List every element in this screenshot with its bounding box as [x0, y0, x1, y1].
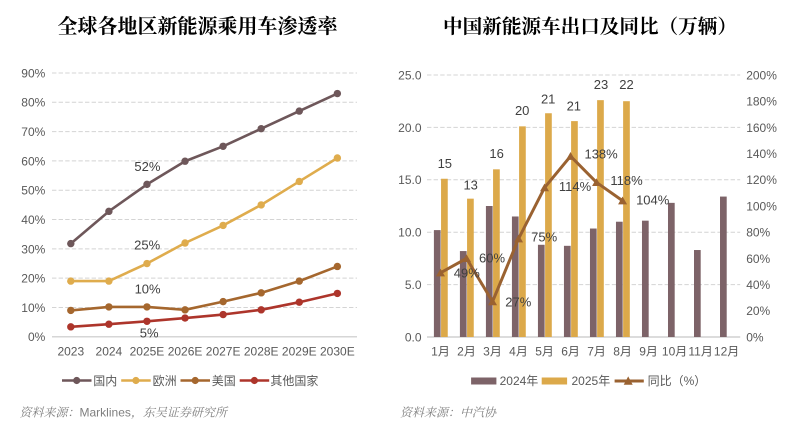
svg-text:15.0: 15.0 — [398, 173, 422, 187]
svg-text:25.0: 25.0 — [398, 68, 422, 82]
svg-text:138%: 138% — [584, 147, 618, 162]
svg-text:20: 20 — [515, 103, 529, 118]
svg-text:140%: 140% — [746, 147, 777, 161]
svg-text:80%: 80% — [21, 96, 45, 110]
svg-text:9月: 9月 — [639, 344, 658, 358]
svg-text:2025E: 2025E — [130, 344, 165, 358]
svg-text:5.0: 5.0 — [405, 278, 422, 292]
svg-text:资料来源：中汽协: 资料来源：中汽协 — [400, 406, 498, 420]
svg-text:2030E: 2030E — [320, 344, 355, 358]
svg-text:75%: 75% — [531, 230, 557, 245]
svg-text:0%: 0% — [746, 330, 764, 344]
svg-text:全球各地区新能源乘用车渗透率: 全球各地区新能源乘用车渗透率 — [58, 14, 339, 38]
svg-text:2027E: 2027E — [206, 344, 241, 358]
svg-text:60%: 60% — [479, 250, 505, 265]
svg-text:12月: 12月 — [714, 344, 739, 358]
svg-text:27%: 27% — [505, 294, 531, 309]
svg-text:114%: 114% — [559, 179, 592, 194]
svg-text:40%: 40% — [21, 213, 45, 227]
svg-text:2023: 2023 — [57, 344, 84, 358]
svg-text:23: 23 — [594, 77, 608, 92]
svg-text:10月: 10月 — [662, 344, 687, 358]
svg-text:0%: 0% — [28, 330, 46, 344]
svg-text:美国: 美国 — [212, 374, 236, 388]
svg-text:其他国家: 其他国家 — [270, 373, 318, 388]
svg-text:52%: 52% — [134, 159, 160, 174]
svg-text:20.0: 20.0 — [398, 121, 422, 135]
svg-text:21: 21 — [567, 99, 581, 114]
svg-text:2026E: 2026E — [168, 344, 203, 358]
svg-text:21: 21 — [541, 92, 555, 107]
svg-text:90%: 90% — [21, 66, 45, 80]
svg-text:中国新能源车出口及同比（万辆）: 中国新能源车出口及同比（万辆） — [443, 15, 737, 38]
svg-text:4月: 4月 — [509, 344, 528, 358]
svg-text:8月: 8月 — [613, 344, 632, 358]
svg-text:20%: 20% — [746, 304, 770, 318]
svg-text:5月: 5月 — [535, 344, 554, 358]
svg-text:欧洲: 欧洲 — [153, 374, 177, 388]
svg-text:3月: 3月 — [483, 344, 502, 358]
svg-text:60%: 60% — [21, 154, 45, 168]
svg-text:2024年: 2024年 — [500, 374, 539, 388]
svg-text:同比（%）: 同比（%） — [648, 374, 707, 388]
svg-text:10%: 10% — [21, 301, 45, 315]
svg-text:5%: 5% — [140, 325, 159, 340]
svg-text:70%: 70% — [21, 125, 45, 139]
svg-text:2月: 2月 — [457, 344, 476, 358]
svg-text:1月: 1月 — [431, 344, 450, 358]
svg-text:100%: 100% — [746, 199, 777, 213]
svg-text:30%: 30% — [21, 242, 45, 256]
svg-text:2029E: 2029E — [282, 344, 317, 358]
svg-text:104%: 104% — [636, 193, 670, 208]
svg-text:20%: 20% — [21, 272, 45, 286]
svg-text:11月: 11月 — [688, 344, 712, 358]
svg-text:180%: 180% — [746, 95, 777, 109]
svg-text:49%: 49% — [454, 266, 480, 281]
svg-text:50%: 50% — [21, 184, 45, 198]
svg-text:10.0: 10.0 — [398, 226, 422, 240]
svg-text:16: 16 — [489, 146, 503, 161]
svg-text:25%: 25% — [134, 238, 160, 253]
svg-text:7月: 7月 — [587, 344, 606, 358]
svg-text:15: 15 — [438, 156, 452, 171]
svg-text:资料来源：Marklines，东吴证券研究所: 资料来源：Marklines，东吴证券研究所 — [20, 406, 229, 420]
svg-text:40%: 40% — [746, 278, 770, 292]
svg-text:0.0: 0.0 — [405, 330, 422, 344]
svg-text:2025年: 2025年 — [572, 374, 611, 388]
svg-text:2024: 2024 — [96, 344, 123, 358]
svg-text:13: 13 — [463, 177, 477, 192]
svg-text:2028E: 2028E — [244, 344, 279, 358]
svg-text:200%: 200% — [746, 68, 777, 82]
svg-text:22: 22 — [619, 77, 633, 92]
svg-text:60%: 60% — [746, 252, 770, 266]
svg-text:国内: 国内 — [93, 374, 117, 388]
svg-text:160%: 160% — [746, 121, 777, 135]
svg-text:118%: 118% — [610, 173, 643, 188]
svg-text:80%: 80% — [746, 226, 770, 240]
svg-text:120%: 120% — [746, 173, 777, 187]
svg-text:6月: 6月 — [561, 344, 580, 358]
svg-text:10%: 10% — [135, 282, 161, 297]
